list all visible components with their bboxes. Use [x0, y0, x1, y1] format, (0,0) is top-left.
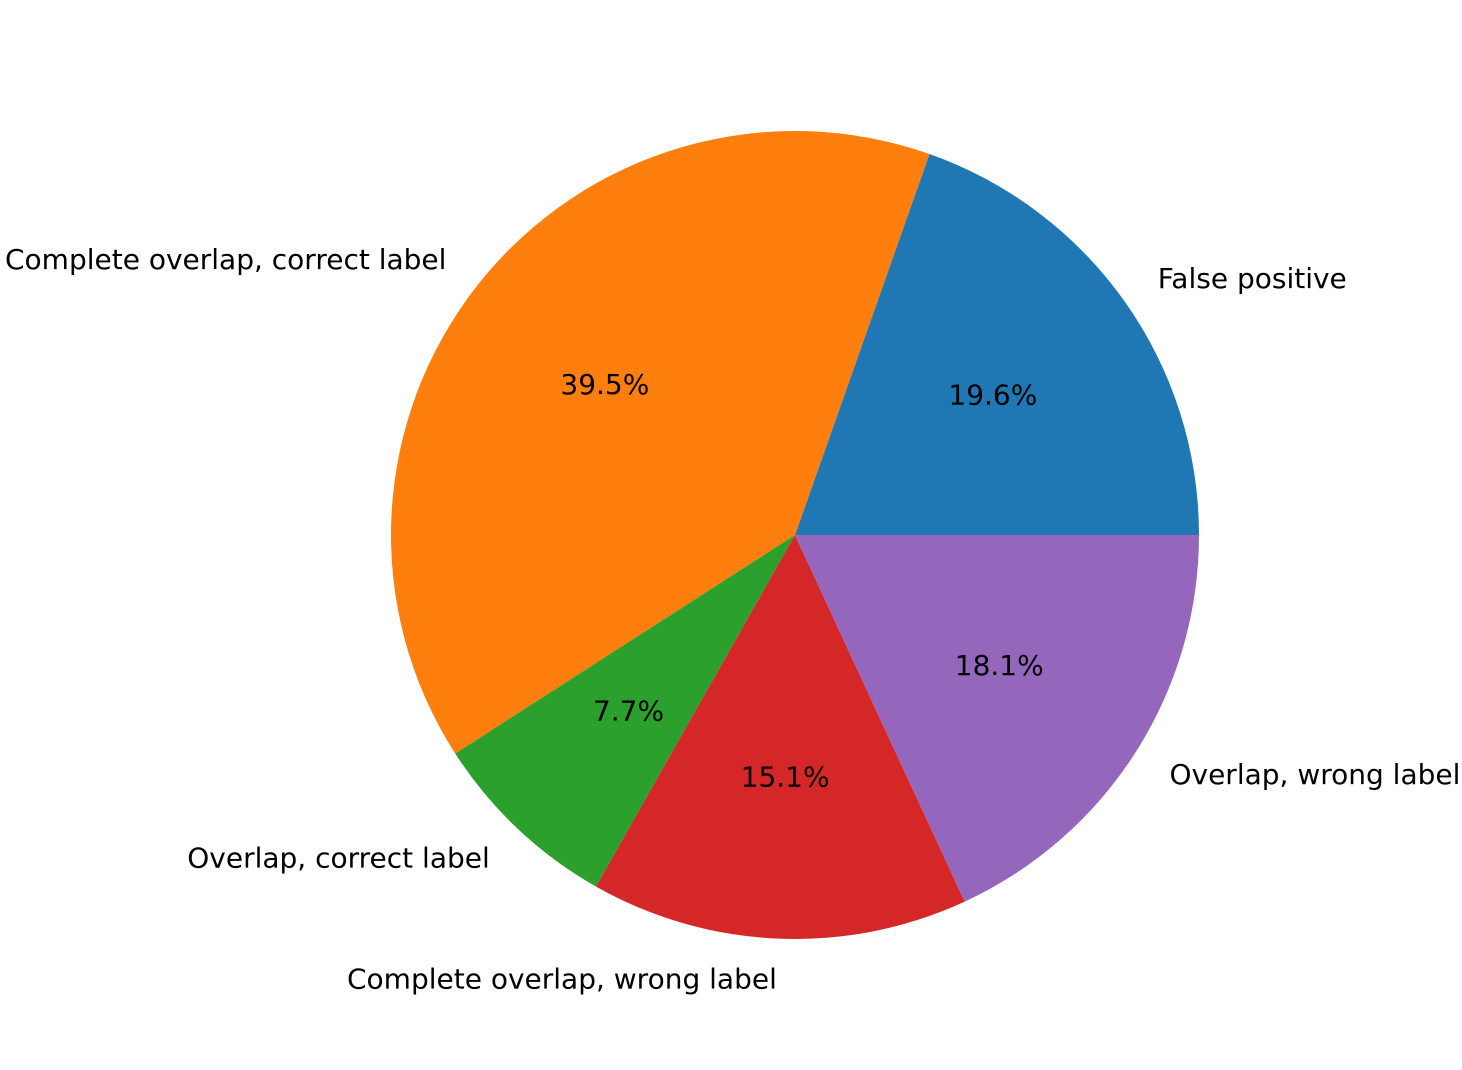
category-label-complete-overlap-correct-label: Complete overlap, correct label [5, 243, 446, 276]
category-label-overlap-wrong-label: Overlap, wrong label [1169, 758, 1460, 791]
pie-slice-false-positive [795, 154, 1199, 535]
pct-label-overlap-wrong-label: 18.1% [955, 649, 1044, 682]
pie-slice-complete-overlap-wrong-label [595, 535, 965, 939]
pie-slice-complete-overlap-correct-label [390, 131, 930, 754]
pct-label-overlap-correct-label: 7.7% [593, 695, 664, 728]
pct-label-false-positive: 19.6% [948, 378, 1037, 411]
percentage-labels: 19.6% 39.5% 7.7% 15.1% 18.1% [560, 368, 1043, 794]
pct-label-complete-overlap-wrong-label: 15.1% [741, 761, 830, 794]
pct-label-complete-overlap-correct-label: 39.5% [560, 368, 649, 401]
pie-slices [390, 131, 1199, 939]
pie-slice-overlap-wrong-label [795, 535, 1199, 902]
category-labels: False positive Complete overlap, correct … [5, 243, 1460, 996]
category-label-overlap-correct-label: Overlap, correct label [187, 841, 490, 874]
category-label-false-positive: False positive [1158, 262, 1347, 295]
pie-slice-overlap-correct-label [455, 535, 795, 887]
category-label-complete-overlap-wrong-label: Complete overlap, wrong label [347, 963, 777, 996]
